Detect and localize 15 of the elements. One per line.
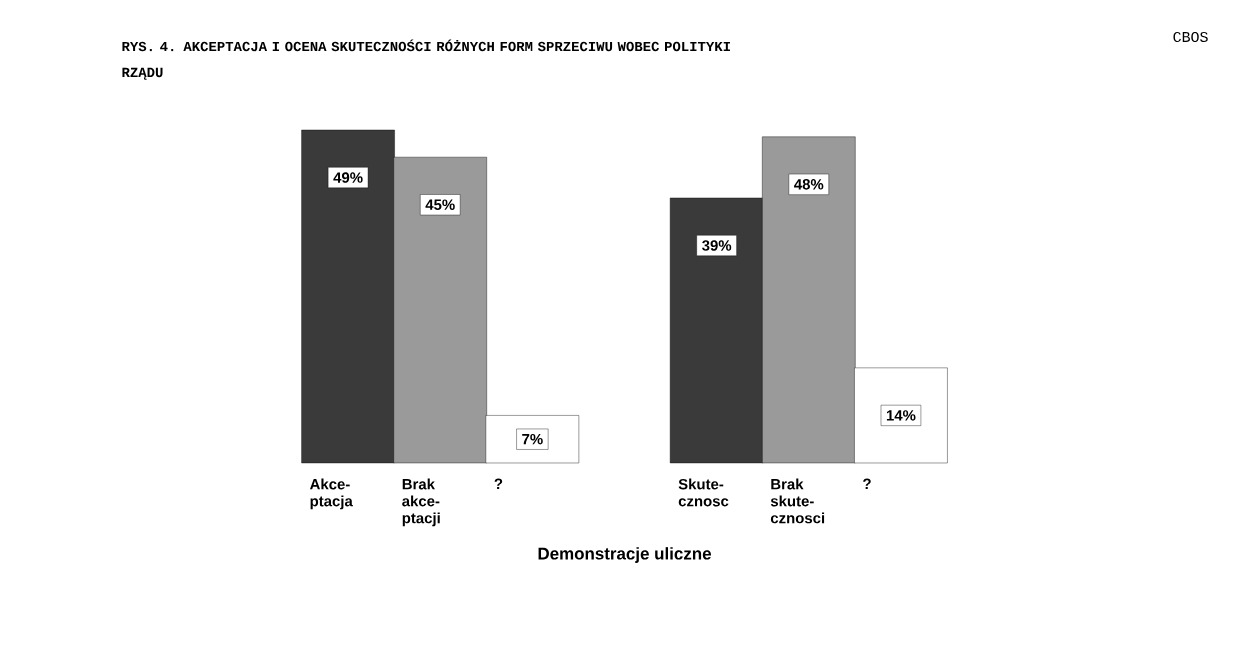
x-tick-label: Brak akce- ptacji [402,478,440,527]
chart-title: RYS. 4. AKCEPTACJA I OCENA SKUTECZNOŚCI RÓŻNYCH FORM SPRZECIWU WOBEC POLITYKI RZĄDU [122,39,730,80]
x-tick-label: Skute- cznosc [678,478,729,507]
data-label: 48% [794,179,824,190]
x-tick-label: ? [494,478,503,489]
data-label: 39% [702,240,732,251]
data-label: 7% [522,433,543,445]
x-axis-title: Demonstracje uliczne [538,547,711,563]
data-label: 14% [886,410,916,421]
x-tick-label: Akce- ptacja [309,478,353,510]
data-label: 49% [333,172,363,183]
x-tick-label: Brak skute- cznosci [770,478,825,524]
x-tick-label: ? [863,478,871,489]
data-label: 45% [425,199,455,211]
text: CBOS [1173,31,1208,43]
